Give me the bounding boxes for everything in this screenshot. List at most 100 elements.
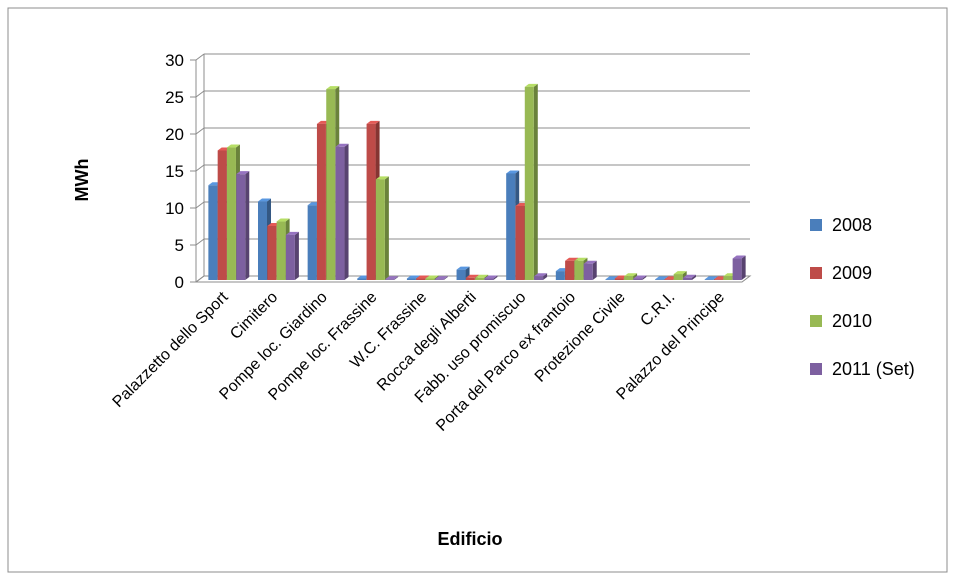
bar-front bbox=[534, 276, 544, 280]
bar-top bbox=[475, 274, 489, 278]
bar-front bbox=[217, 150, 227, 280]
bar-top bbox=[285, 231, 299, 235]
gridline-side bbox=[195, 238, 205, 246]
bar-top bbox=[406, 275, 420, 279]
bar-front bbox=[704, 279, 714, 280]
bar-side bbox=[691, 274, 696, 280]
bar-front bbox=[484, 278, 494, 280]
bar-side bbox=[533, 83, 538, 280]
bar-top bbox=[416, 275, 430, 279]
bar-top bbox=[434, 276, 448, 280]
y-tick-label: 10 bbox=[165, 199, 184, 218]
bar-front bbox=[285, 234, 295, 280]
bar-front bbox=[456, 269, 466, 280]
bar-top bbox=[236, 171, 250, 175]
bar-side bbox=[642, 275, 647, 280]
bar-front bbox=[316, 123, 326, 280]
legend-label: 2008 bbox=[832, 215, 872, 235]
bar bbox=[434, 276, 448, 280]
bar-top bbox=[565, 257, 579, 261]
bar-top bbox=[673, 271, 687, 275]
bar bbox=[456, 266, 470, 280]
bar-front bbox=[475, 277, 485, 280]
bar-top bbox=[258, 198, 272, 202]
gridline-side bbox=[195, 127, 205, 135]
bar-front bbox=[515, 206, 525, 280]
y-tick-labels: 0 5 10 15 20 25 30 bbox=[165, 51, 184, 292]
bar-front bbox=[406, 278, 416, 280]
bar-front bbox=[425, 278, 435, 280]
bar-front bbox=[555, 271, 565, 280]
bar-top bbox=[704, 276, 718, 280]
legend-swatch bbox=[810, 267, 822, 279]
bar bbox=[633, 275, 647, 280]
bar-front bbox=[465, 277, 475, 280]
bar bbox=[534, 273, 548, 280]
bar-front bbox=[583, 263, 593, 280]
y-tick-label: 5 bbox=[175, 236, 184, 255]
bar-side bbox=[294, 231, 299, 280]
bar-front bbox=[732, 258, 742, 280]
gridline-side bbox=[195, 90, 205, 98]
bar-front bbox=[664, 279, 674, 280]
bar-front bbox=[357, 278, 367, 280]
bar-front bbox=[565, 260, 575, 280]
bar-top bbox=[366, 120, 380, 124]
bar-top bbox=[456, 266, 470, 270]
bar-top bbox=[583, 260, 597, 264]
bar-top bbox=[226, 144, 240, 148]
y-tick-label: 0 bbox=[175, 273, 184, 292]
y-tick-label: 30 bbox=[165, 51, 184, 70]
x-axis-title: Edificio bbox=[437, 529, 502, 549]
bar-side bbox=[592, 260, 597, 280]
gridline-side bbox=[195, 53, 205, 61]
bar-top bbox=[385, 276, 399, 280]
bar-front bbox=[385, 279, 395, 280]
legend-swatch bbox=[810, 219, 822, 231]
y-tick-label: 20 bbox=[165, 125, 184, 144]
bar-top bbox=[375, 176, 389, 180]
y-tick-label: 25 bbox=[165, 88, 184, 107]
bar-front bbox=[416, 278, 426, 280]
bar-front bbox=[655, 279, 665, 280]
bar-side bbox=[493, 275, 498, 280]
bar-side bbox=[394, 276, 399, 280]
bar-top bbox=[574, 257, 588, 261]
bar-top bbox=[335, 143, 349, 147]
bar-top bbox=[682, 274, 696, 278]
bar-top bbox=[276, 218, 290, 222]
y-tick-label: 15 bbox=[165, 162, 184, 181]
bar-top bbox=[425, 275, 439, 279]
bar bbox=[236, 171, 250, 280]
bar-side bbox=[543, 273, 548, 280]
bar bbox=[732, 255, 746, 280]
bar-front bbox=[267, 225, 277, 280]
legend-swatch bbox=[810, 315, 822, 327]
bar-side bbox=[344, 143, 349, 280]
bar-front bbox=[605, 279, 615, 280]
bar-side bbox=[245, 171, 250, 280]
bar-front bbox=[434, 279, 444, 280]
bar-top bbox=[534, 273, 548, 277]
bar-front bbox=[723, 276, 733, 280]
bar-front bbox=[633, 278, 643, 280]
legend-label: 2010 bbox=[832, 311, 872, 331]
bar-front bbox=[673, 274, 683, 280]
bar bbox=[524, 83, 538, 280]
legend-label: 2009 bbox=[832, 263, 872, 283]
bar-front bbox=[714, 279, 724, 280]
bar-front bbox=[226, 147, 236, 280]
bar-top bbox=[624, 273, 638, 277]
legend: 2008 2009 2010 2011 (Set) bbox=[810, 215, 915, 379]
legend-swatch bbox=[810, 363, 822, 375]
gridline-side bbox=[195, 275, 205, 283]
bar-front bbox=[375, 179, 385, 280]
bar-top bbox=[465, 274, 479, 278]
bar-top bbox=[484, 275, 498, 279]
bar-front bbox=[326, 89, 336, 280]
bar-top bbox=[524, 83, 538, 87]
y-axis-title: MWh bbox=[72, 159, 92, 202]
bar-side bbox=[384, 176, 389, 280]
